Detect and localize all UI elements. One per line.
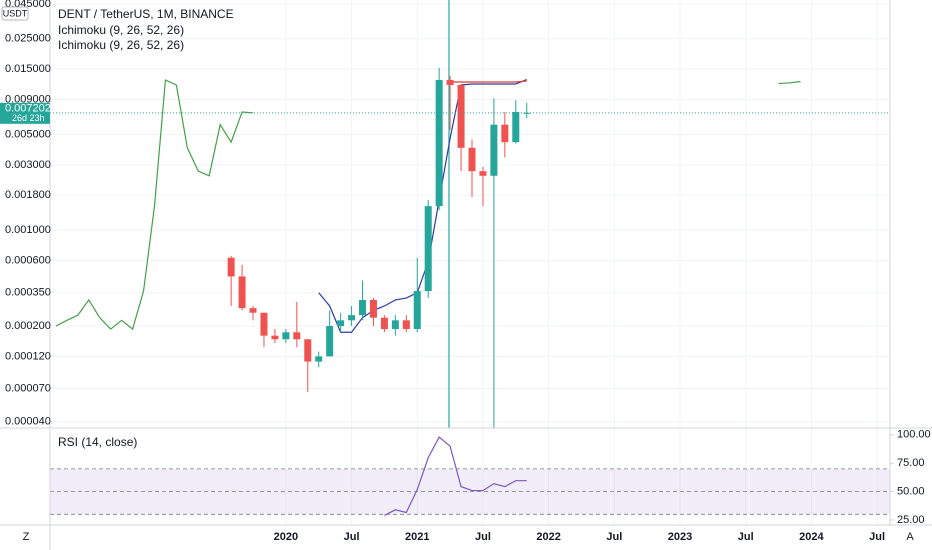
candle-body [479,171,487,176]
candle-body [490,124,498,176]
rsi-band-layer [50,468,890,515]
x-tick-label: 2020 [274,531,298,543]
y-tick-label: 0.001800 [5,189,51,201]
candle-body [369,299,377,318]
candle-body [293,332,301,340]
candle-body [501,124,509,143]
y-tick-label: 0.025000 [5,33,51,45]
x-tick-label: Jul [606,531,622,543]
last-price-badge [0,102,50,124]
y-tick-label: 0.009000 [5,93,51,105]
indicator-line [55,79,254,331]
candle-body [380,317,388,330]
y-tick-label: 0.000040 [5,416,51,428]
scale-button[interactable] [16,528,36,546]
currency: USDT [3,8,28,18]
x-tick-label: 2021 [405,531,429,543]
y-tick-label: 0.000200 [5,320,51,332]
x-tick-label: 2024 [799,531,824,543]
candle-body [348,315,356,321]
price-pane [50,68,890,428]
candle-body [402,320,410,330]
x-tick-label: 2022 [536,531,560,543]
y-tick-label: 0.000120 [5,350,51,362]
candle-body [304,339,312,362]
rsi-tick-label: 50.00 [897,486,925,498]
x-tick-label: 2023 [668,531,692,543]
candle-body [523,112,531,114]
indicator-line [778,80,801,85]
rsi-tick-label: 100.00 [897,429,931,441]
candle-body [282,332,290,340]
candle-body [315,356,323,362]
rsi-title: RSI (14, close) [58,435,137,449]
candle-body [260,312,268,336]
y-tick-label: 0.000070 [5,382,51,394]
candle-body [337,320,345,327]
auto-button-label: A [906,531,914,543]
x-tick-label: Jul [869,531,885,543]
candle-body [391,320,399,330]
countdown-label: 26d 23h [12,113,45,123]
candle-body [238,276,246,309]
y-tick-label: 0.045000 [5,0,51,10]
scale-button-label: Z [23,531,30,543]
candle-body [271,335,279,340]
rsi-pane [384,436,527,516]
auto-button[interactable] [900,528,920,546]
x-tick-label: Jul [475,531,491,543]
candle-body [512,112,520,143]
candle-body [435,80,443,207]
candle-body [359,299,367,316]
x-tick-label: Jul [738,531,754,543]
last-price-label: 0.007202 [5,103,51,115]
rsi-tick-label: 75.00 [897,457,925,469]
grid [50,0,890,525]
x-tick-label: Jul [344,531,360,543]
y-tick-label: 0.001000 [5,224,51,236]
symbol-title: DENT / TetherUS, 1M, BINANCE [58,7,234,21]
candle-body [424,206,432,292]
rsi-line [384,436,527,516]
candle-body [446,80,454,85]
candle-body [468,147,476,172]
y-tick-label: 0.003000 [5,159,51,171]
indicator-legend: Ichimoku (9, 26, 52, 26) [58,38,184,52]
candle-body [227,257,235,277]
rsi-tick-label: 25.00 [897,514,925,526]
y-tick-label: 0.000350 [5,287,51,299]
indicator-line [450,80,527,83]
candle-body [413,291,421,330]
y-tick-label: 0.015000 [5,63,51,75]
indicator-line [318,79,527,333]
candle-body [326,326,334,357]
currency-badge[interactable] [1,6,29,21]
y-tick-label: 0.005000 [5,128,51,140]
candle-body [457,84,465,148]
y-tick-label: 0.000600 [5,255,51,267]
candle-body [249,308,257,313]
indicator-legend: Ichimoku (9, 26, 52, 26) [58,23,184,37]
